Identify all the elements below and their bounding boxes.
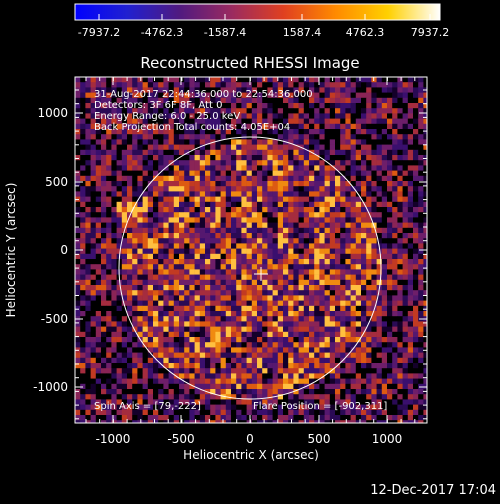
y-tick-label: 500: [45, 175, 68, 189]
axis-ticks: [75, 77, 427, 423]
y-tick-label: -1000: [33, 380, 68, 394]
info-line-energy: Energy Range: 6.0 - 25.0 keV: [94, 111, 240, 122]
y-tick-label: 0: [60, 243, 68, 257]
info-line-time: 31-Aug-2017 22:44:36.000 to 22:54:36.000: [94, 89, 313, 100]
y-tick-label: -500: [41, 312, 68, 326]
colorbar-tick-label: 1587.4: [283, 26, 322, 39]
colorbar-tick-label: -1587.4: [204, 26, 246, 39]
colorbar-tick-label: -7937.2: [78, 26, 120, 39]
x-tick-label: -500: [167, 432, 194, 446]
x-tick-label: -1000: [96, 432, 131, 446]
y-axis-label: Heliocentric Y (arcsec): [4, 183, 18, 318]
colorbar-tick-label: -4762.3: [141, 26, 183, 39]
y-tick-label: 1000: [37, 106, 68, 120]
x-axis-label: Heliocentric X (arcsec): [183, 448, 319, 462]
footer-timestamp: 12-Dec-2017 17:04: [370, 483, 496, 498]
info-line-detectors: Detectors: 3F 6F 8F, Att 0: [94, 100, 222, 111]
plot-title: Reconstructed RHESSI Image: [140, 54, 359, 72]
spin-axis-marker: [254, 267, 268, 281]
spin-axis-label: Spin Axis = [79,-222]: [94, 401, 201, 412]
colorbar-tick-label: 7937.2: [411, 26, 450, 39]
colorbar-ticks: -7937.2 -4762.3 -1587.4 1587.4 4762.3 7937.2: [78, 14, 449, 39]
x-tick-label: 500: [308, 432, 331, 446]
colorbar: [74, 3, 441, 21]
info-line-method: Back Projection Total counts: 4.05E+04: [94, 122, 290, 133]
flare-position-label: Flare Position = [-902,311]: [253, 401, 387, 412]
solar-limb-circle: [118, 136, 382, 400]
x-tick-label: 1000: [372, 432, 403, 446]
colorbar-tick-label: 4762.3: [346, 26, 385, 39]
x-tick-label: 0: [246, 432, 254, 446]
